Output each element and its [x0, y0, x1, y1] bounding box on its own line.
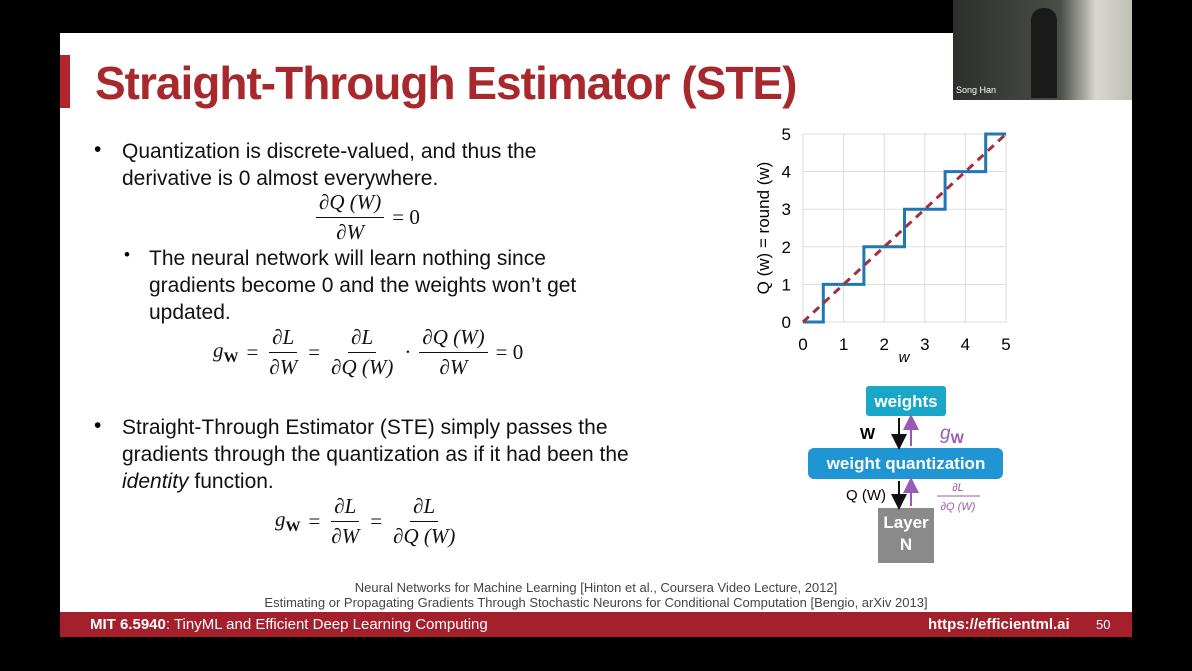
url[interactable]: https://efficientml.ai [928, 616, 1070, 633]
edge-label-numerator: ∂L [952, 482, 964, 494]
y-tick-label: 2 [782, 238, 791, 257]
gradient-symbol: gW [275, 507, 301, 536]
italic-text: identity [122, 470, 189, 493]
result: = 0 [495, 340, 524, 364]
gradient-symbol: gW [213, 338, 239, 367]
line [801, 132, 1008, 324]
edge-label: Q (W) [846, 487, 886, 504]
numerator: ∂L [331, 494, 360, 522]
symbol: g [940, 423, 951, 444]
edge-label-denominator: ∂Q (W) [941, 501, 976, 513]
equals: = [308, 340, 321, 364]
x-tick-label: 4 [961, 335, 970, 354]
denominator: ∂W [331, 524, 360, 548]
equals: = [246, 340, 259, 364]
denominator: ∂Q (W) [393, 524, 456, 548]
x-tick-label: 0 [798, 335, 807, 354]
fraction: ∂L ∂W [266, 325, 300, 380]
course-title: : TinyML and Efficient Deep Learning Com… [165, 616, 488, 633]
y-tick-label: 4 [782, 163, 791, 182]
denominator: ∂W [269, 355, 298, 379]
bullet-text: Straight-Through Estimator (STE) simply … [122, 414, 652, 495]
dot: · [404, 340, 412, 364]
diagram: weights weight quantization Layer N W gW… [808, 386, 1003, 563]
slide-title: Straight-Through Estimator (STE) [95, 57, 797, 109]
edge-label: gW [940, 423, 965, 446]
numerator: ∂L [410, 494, 439, 522]
speaker-name: Song Han [956, 85, 997, 95]
bullet-dot: • [94, 138, 102, 161]
bullet-dot: • [94, 414, 102, 437]
result: = 0 [392, 205, 420, 229]
fraction: ∂Q (W) ∂W [419, 325, 488, 380]
equals: = [370, 509, 383, 533]
chart: Q (w) = round (w) w 0 1 2 3 4 5 0 1 2 3 4 5 [754, 125, 1011, 366]
y-tick-label: 5 [782, 125, 791, 144]
numerator: ∂L [348, 325, 377, 353]
node [808, 448, 1003, 479]
subscript: W [285, 519, 301, 536]
subscript: W [223, 350, 239, 367]
citation: Estimating or Propagating Gradients Thro… [264, 595, 928, 610]
denominator: ∂W [439, 355, 468, 379]
citation: Neural Networks for Machine Learning [Hi… [354, 580, 838, 595]
node-label: weights [873, 392, 937, 411]
subbullet-text: The neural network will learn nothing si… [149, 247, 577, 324]
fraction: ∂Q (W) ∂W [316, 190, 385, 245]
course: MIT 6.5940: TinyML and Efficient Deep Le… [90, 612, 488, 637]
title-bar [60, 55, 70, 108]
x-tick-label: 3 [920, 335, 929, 354]
y-tick-label: 3 [782, 200, 791, 219]
fraction: ∂L ∂Q (W) [328, 325, 396, 380]
node [878, 508, 934, 563]
y-axis-label: Q (w) = round (w) [754, 162, 773, 295]
denominator: ∂Q (W) [331, 355, 394, 379]
speaker-figure [1031, 8, 1057, 98]
equals: = [308, 509, 321, 533]
subscript: W [951, 430, 965, 446]
node-label: weight quantization [826, 454, 986, 473]
numerator: ∂Q (W) [316, 190, 385, 218]
edge-label: W [860, 426, 876, 443]
x-tick-label: 5 [1001, 335, 1010, 354]
x-tick-label: 1 [839, 335, 848, 354]
node-label-box: Layer N [883, 513, 929, 554]
symbol: g [213, 337, 224, 362]
y-tick-label: 0 [782, 313, 791, 332]
fraction: ∂L ∂Q (W) [390, 494, 458, 549]
line [803, 132, 1006, 324]
x-tick-label: 2 [879, 335, 888, 354]
numerator: ∂L [269, 325, 298, 353]
video-thumbnail: Song Han [953, 0, 1132, 100]
course-code: MIT 6.5940 [90, 616, 166, 633]
bullet-dot: • [124, 245, 130, 264]
text: function. [188, 470, 274, 493]
page-number: 50 [1096, 617, 1111, 632]
denominator: ∂W [336, 220, 365, 244]
y-tick-label: 1 [782, 275, 791, 294]
equation: gW = ∂L ∂W = ∂L ∂Q (W) · ∂Q (W) ∂W = 0 [213, 325, 523, 380]
fraction: ∂L ∂W [328, 494, 362, 549]
x-axis-label: w [899, 349, 911, 366]
equation: gW = ∂L ∂W = ∂L ∂Q (W) [275, 494, 458, 549]
node [866, 386, 946, 416]
equation: ∂Q (W) ∂W = 0 [316, 190, 420, 245]
numerator: ∂Q (W) [419, 325, 488, 353]
node-label: Layer N [883, 513, 929, 554]
text: Straight-Through Estimator (STE) simply … [122, 416, 629, 466]
citations: Neural Networks for Machine Learning [Hi… [60, 580, 1132, 610]
footer: MIT 6.5940: TinyML and Efficient Deep Le… [60, 612, 1132, 637]
bullet-text: Quantization is discrete-valued, and thu… [122, 140, 537, 190]
symbol: g [275, 506, 286, 531]
